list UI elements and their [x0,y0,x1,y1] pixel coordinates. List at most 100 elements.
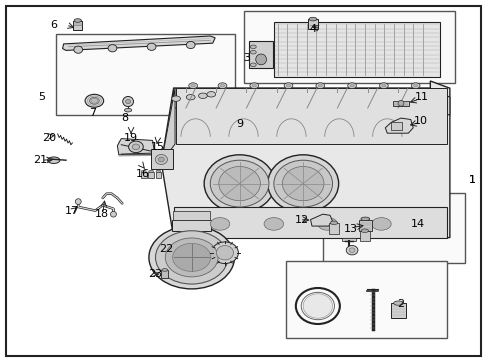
Bar [342,238,355,241]
Bar [141,172,146,178]
Ellipse shape [347,83,356,89]
Ellipse shape [198,93,207,99]
Bar [390,122,401,130]
Ellipse shape [156,170,161,173]
Ellipse shape [250,45,256,49]
Bar [173,211,210,220]
Bar [244,11,454,83]
Bar [73,21,82,30]
Text: 13: 13 [344,224,357,234]
Text: 23: 23 [148,269,162,279]
Ellipse shape [360,229,368,233]
Polygon shape [161,81,449,238]
Ellipse shape [286,85,290,87]
Ellipse shape [220,85,224,87]
Polygon shape [310,214,332,226]
Text: 18: 18 [95,209,108,219]
Ellipse shape [108,45,117,52]
Ellipse shape [74,46,82,53]
Bar [359,231,369,241]
Bar [273,22,439,77]
Ellipse shape [210,160,268,207]
Ellipse shape [303,294,332,318]
Ellipse shape [125,99,130,104]
Polygon shape [117,139,154,155]
Bar [322,193,464,263]
Ellipse shape [122,96,133,107]
Polygon shape [161,88,175,163]
Ellipse shape [348,248,354,253]
Bar [172,220,211,231]
Ellipse shape [186,95,195,100]
Bar [359,220,371,231]
Ellipse shape [267,155,338,212]
Ellipse shape [141,170,146,173]
Polygon shape [173,88,449,115]
Text: 15: 15 [150,142,164,152]
Bar [150,149,172,169]
Text: 12: 12 [295,215,308,225]
Ellipse shape [211,242,238,264]
Text: 22: 22 [159,244,173,254]
Bar [328,223,339,234]
Ellipse shape [148,226,234,289]
Ellipse shape [128,141,143,153]
Text: 19: 19 [124,132,138,143]
Ellipse shape [124,108,132,112]
Bar [285,261,447,338]
Ellipse shape [148,170,153,173]
Text: 4: 4 [309,24,316,34]
Ellipse shape [330,221,337,225]
Ellipse shape [85,94,103,107]
Ellipse shape [74,19,81,22]
Ellipse shape [379,83,387,89]
Ellipse shape [250,50,256,54]
Ellipse shape [218,83,226,89]
Ellipse shape [218,166,260,201]
Ellipse shape [282,166,323,201]
Bar [307,19,317,29]
Bar [390,303,405,318]
Ellipse shape [158,157,164,162]
Text: 3: 3 [243,53,250,63]
Ellipse shape [206,92,215,97]
Text: 5: 5 [38,92,45,102]
Text: 1: 1 [468,175,474,185]
Ellipse shape [132,144,140,150]
Ellipse shape [75,199,81,204]
Ellipse shape [284,83,292,89]
Ellipse shape [110,211,116,217]
Ellipse shape [318,85,322,87]
Ellipse shape [349,85,353,87]
Ellipse shape [48,157,60,163]
Ellipse shape [308,17,316,21]
Bar [155,172,161,178]
Ellipse shape [255,54,266,65]
Ellipse shape [413,85,417,87]
Ellipse shape [147,43,156,50]
Ellipse shape [210,217,229,230]
Ellipse shape [252,85,256,87]
Ellipse shape [393,301,403,305]
Ellipse shape [397,100,403,106]
Text: 8: 8 [121,113,128,123]
Ellipse shape [371,217,390,230]
Text: 17: 17 [65,206,79,216]
Bar [56,34,234,115]
Bar [148,172,154,178]
Polygon shape [62,36,215,50]
Ellipse shape [191,85,195,87]
Text: 21: 21 [33,155,47,165]
Ellipse shape [155,154,167,165]
Ellipse shape [346,246,357,255]
Bar [161,270,168,278]
Ellipse shape [216,246,233,260]
Text: 14: 14 [410,219,424,229]
Text: 11: 11 [414,92,427,102]
Text: 1: 1 [468,175,474,185]
Bar [173,207,447,238]
Ellipse shape [162,269,167,271]
Text: 10: 10 [413,116,427,126]
Ellipse shape [264,217,283,230]
Ellipse shape [165,238,218,277]
